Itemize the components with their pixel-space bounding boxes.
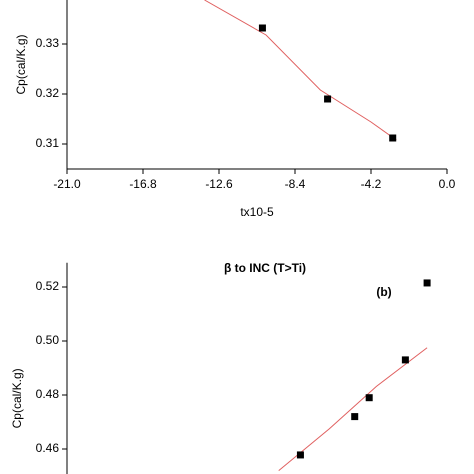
fit-line [278, 347, 428, 471]
y-tick-label: 0.33 [36, 36, 60, 50]
y-tick-label: 0.50 [36, 333, 60, 347]
y-axis-label: Cp(cal/K.g) [10, 368, 24, 428]
y-tick-label: 0.48 [36, 387, 60, 401]
x-tick-label: -8.4 [285, 177, 306, 191]
annotation: (b) [376, 285, 391, 299]
x-tick-label: 0.0 [439, 177, 456, 191]
x-tick-label: -21.0 [53, 177, 81, 191]
y-tick-label: 0.46 [36, 441, 60, 455]
data-point [365, 394, 373, 402]
y-axis-label: Cp(cal/K.g) [14, 34, 28, 94]
data-point [296, 451, 304, 459]
data-point [423, 279, 431, 287]
x-tick-label: -12.6 [205, 177, 233, 191]
data-point [351, 413, 359, 421]
y-tick-label: 0.31 [36, 136, 60, 150]
data-point [258, 24, 266, 32]
data-point [401, 356, 409, 364]
x-axis-label: tx10-5 [240, 205, 274, 219]
y-tick-label: 0.32 [36, 86, 60, 100]
chart-title: β to INC (T>Ti) [224, 261, 306, 275]
data-point [389, 134, 397, 142]
fit-line [204, 0, 397, 141]
x-tick-label: -16.8 [129, 177, 157, 191]
y-tick-label: 0.52 [36, 279, 60, 293]
data-point [324, 95, 332, 103]
x-tick-label: -4.2 [361, 177, 382, 191]
